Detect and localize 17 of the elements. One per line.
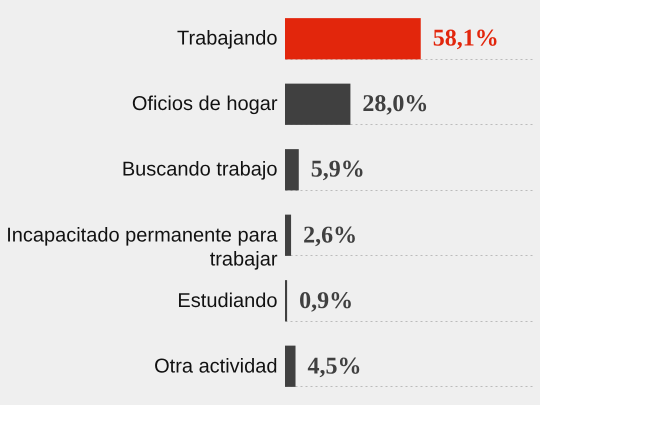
data-label: 0,9% (299, 288, 354, 314)
y-tick-label: Oficios de hogar (132, 93, 278, 116)
data-label: 4,5% (308, 353, 362, 380)
bar (285, 18, 421, 60)
data-label: 5,9% (310, 156, 365, 183)
y-tick-label: Otra actividad (154, 355, 278, 378)
bar (285, 214, 292, 256)
data-label: 58,1% (432, 26, 499, 52)
bar (285, 346, 296, 387)
bar (285, 149, 299, 190)
y-tick-label: Incapacitado permanente para trabajar (6, 224, 278, 270)
y-tick-label: Trabajando (177, 28, 278, 50)
y-tick-label: Buscando trabajo (122, 158, 278, 181)
data-label: 28,0% (362, 91, 428, 118)
y-tick-label: Estudiando (177, 290, 278, 312)
bar (285, 84, 350, 125)
data-label: 2,6% (303, 222, 358, 248)
